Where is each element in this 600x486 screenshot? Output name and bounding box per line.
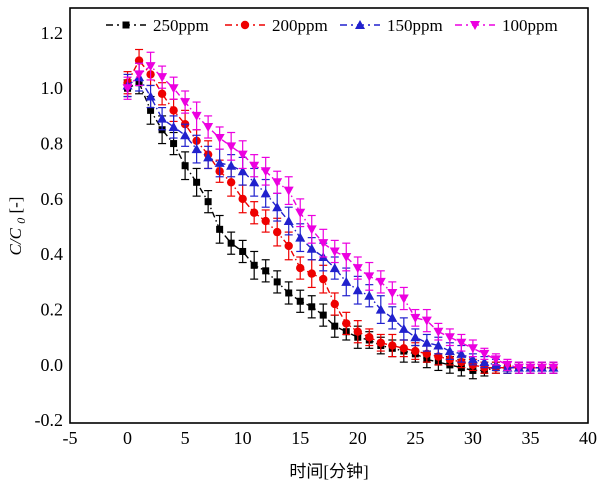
y-axis-label-main: C/C — [6, 227, 25, 255]
y-tick-label: 0.2 — [41, 300, 64, 320]
series-200ppm — [123, 48, 558, 374]
x-tick-label: 0 — [123, 428, 132, 448]
series-100ppm — [122, 51, 559, 374]
y-axis-ticks: -0.2 0.0 0.2 0.4 0.6 0.8 1.0 1.2 — [35, 23, 64, 430]
x-tick-label: -5 — [63, 428, 78, 448]
legend-label-150ppm: 150ppm — [387, 16, 443, 35]
legend-label-100ppm: 100ppm — [502, 16, 558, 35]
y-tick-label: -0.2 — [35, 410, 64, 430]
legend-item-100ppm: 100ppm — [455, 16, 558, 35]
x-tick-label: 40 — [579, 428, 597, 448]
x-axis-label: 时间[分钟] — [289, 462, 368, 481]
x-tick-label: 35 — [521, 428, 539, 448]
x-tick-label: 5 — [181, 428, 190, 448]
y-tick-label: 1.2 — [41, 23, 64, 43]
legend-label-250ppm: 250ppm — [153, 16, 209, 35]
y-tick-label: 1.0 — [41, 78, 64, 98]
x-tick-label: 30 — [464, 428, 482, 448]
legend-item-200ppm: 200ppm — [225, 16, 328, 35]
x-tick-label: 10 — [234, 428, 252, 448]
legend-item-150ppm: 150ppm — [340, 16, 443, 35]
legend-label-200ppm: 200ppm — [272, 16, 328, 35]
x-tick-label: 15 — [291, 428, 309, 448]
x-tick-label: 20 — [349, 428, 367, 448]
x-tick-label: 25 — [406, 428, 424, 448]
y-tick-label: 0.6 — [41, 189, 64, 209]
legend-item-250ppm: 250ppm — [106, 16, 209, 35]
y-tick-label: 0.4 — [41, 244, 64, 264]
y-axis-label-unit: [-] — [6, 197, 25, 214]
x-axis-ticks: -5 0 5 10 15 20 25 30 35 40 — [63, 428, 598, 448]
y-tick-label: 0.8 — [41, 134, 64, 154]
plot-frame — [69, 7, 589, 424]
y-tick-label: 0.0 — [41, 355, 64, 375]
series-150ppm — [122, 62, 559, 374]
y-axis-label-sub: 0 — [14, 218, 28, 224]
legend: 250ppm 200ppm 150ppm 100ppm — [106, 16, 558, 35]
y-axis-label: C/C 0 [-] — [6, 197, 29, 256]
series-250ppm — [123, 71, 558, 380]
